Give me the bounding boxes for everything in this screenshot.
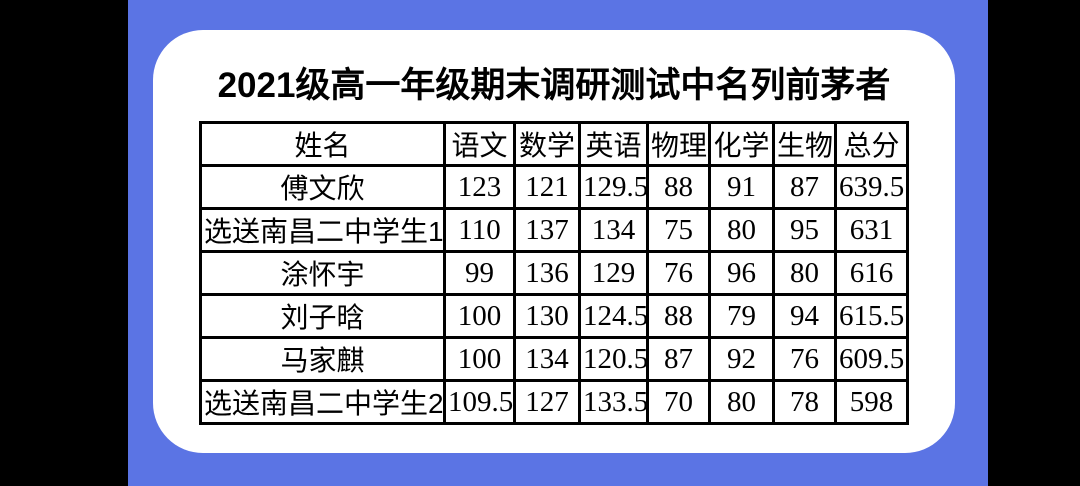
score-cell: 92 bbox=[708, 336, 775, 382]
score-cell: 136 bbox=[513, 250, 581, 296]
column-header-name: 姓名 bbox=[199, 121, 446, 167]
score-cell: 79 bbox=[708, 293, 775, 339]
page-title: 2021级高一年级期末调研测试中名列前茅者 bbox=[217, 66, 891, 105]
score-cell: 87 bbox=[772, 164, 837, 210]
student-name-cell: 选送南昌二中学生1 bbox=[199, 207, 446, 253]
table-row: 选送南昌二中学生2 109.5 127 133.5 70 80 78 598 bbox=[199, 379, 909, 425]
score-cell: 88 bbox=[646, 293, 711, 339]
table-row: 刘子晗 100 130 124.5 88 79 94 615.5 bbox=[199, 293, 909, 339]
table-row: 涂怀宇 99 136 129 76 96 80 616 bbox=[199, 250, 909, 296]
table-row: 傅文欣 123 121 129.5 88 91 87 639.5 bbox=[199, 164, 909, 210]
student-name-cell: 涂怀宇 bbox=[199, 250, 446, 296]
score-cell: 99 bbox=[443, 250, 516, 296]
student-name-cell: 马家麒 bbox=[199, 336, 446, 382]
column-header-chinese: 语文 bbox=[443, 121, 516, 167]
score-cell: 94 bbox=[772, 293, 837, 339]
total-score-cell: 609.5 bbox=[834, 336, 909, 382]
score-cell: 121 bbox=[513, 164, 581, 210]
score-report-card: 2021级高一年级期末调研测试中名列前茅者 姓名 语文 数学 英语 物理 化学 … bbox=[153, 30, 955, 453]
column-header-math: 数学 bbox=[513, 121, 581, 167]
student-name-cell: 刘子晗 bbox=[199, 293, 446, 339]
score-cell: 95 bbox=[772, 207, 837, 253]
column-header-physics: 物理 bbox=[646, 121, 711, 167]
table-header-row: 姓名 语文 数学 英语 物理 化学 生物 总分 bbox=[199, 121, 909, 167]
score-cell: 100 bbox=[443, 293, 516, 339]
student-name-cell: 选送南昌二中学生2 bbox=[199, 379, 446, 425]
column-header-biology: 生物 bbox=[772, 121, 837, 167]
student-name-cell: 傅文欣 bbox=[199, 164, 446, 210]
score-cell: 80 bbox=[708, 207, 775, 253]
score-cell: 96 bbox=[708, 250, 775, 296]
score-cell: 127 bbox=[513, 379, 581, 425]
total-score-cell: 631 bbox=[834, 207, 909, 253]
score-cell: 87 bbox=[646, 336, 711, 382]
column-header-total: 总分 bbox=[834, 121, 909, 167]
table-row: 选送南昌二中学生1 110 137 134 75 80 95 631 bbox=[199, 207, 909, 253]
score-cell: 129.5 bbox=[578, 164, 649, 210]
total-score-cell: 598 bbox=[834, 379, 909, 425]
score-cell: 109.5 bbox=[443, 379, 516, 425]
score-cell: 133.5 bbox=[578, 379, 649, 425]
score-cell: 130 bbox=[513, 293, 581, 339]
score-cell: 110 bbox=[443, 207, 516, 253]
score-cell: 91 bbox=[708, 164, 775, 210]
total-score-cell: 616 bbox=[834, 250, 909, 296]
score-cell: 76 bbox=[772, 336, 837, 382]
score-cell: 70 bbox=[646, 379, 711, 425]
column-header-english: 英语 bbox=[578, 121, 649, 167]
score-cell: 100 bbox=[443, 336, 516, 382]
total-score-cell: 615.5 bbox=[834, 293, 909, 339]
score-cell: 124.5 bbox=[578, 293, 649, 339]
score-cell: 80 bbox=[708, 379, 775, 425]
table-row: 马家麒 100 134 120.5 87 92 76 609.5 bbox=[199, 336, 909, 382]
score-cell: 137 bbox=[513, 207, 581, 253]
score-cell: 76 bbox=[646, 250, 711, 296]
score-cell: 134 bbox=[578, 207, 649, 253]
total-score-cell: 639.5 bbox=[834, 164, 909, 210]
score-cell: 88 bbox=[646, 164, 711, 210]
score-cell: 134 bbox=[513, 336, 581, 382]
score-cell: 123 bbox=[443, 164, 516, 210]
score-cell: 129 bbox=[578, 250, 649, 296]
score-table: 姓名 语文 数学 英语 物理 化学 生物 总分 傅文欣 123 121 129.… bbox=[199, 121, 909, 425]
score-cell: 78 bbox=[772, 379, 837, 425]
score-cell: 75 bbox=[646, 207, 711, 253]
column-header-chemistry: 化学 bbox=[708, 121, 775, 167]
score-cell: 120.5 bbox=[578, 336, 649, 382]
score-cell: 80 bbox=[772, 250, 837, 296]
